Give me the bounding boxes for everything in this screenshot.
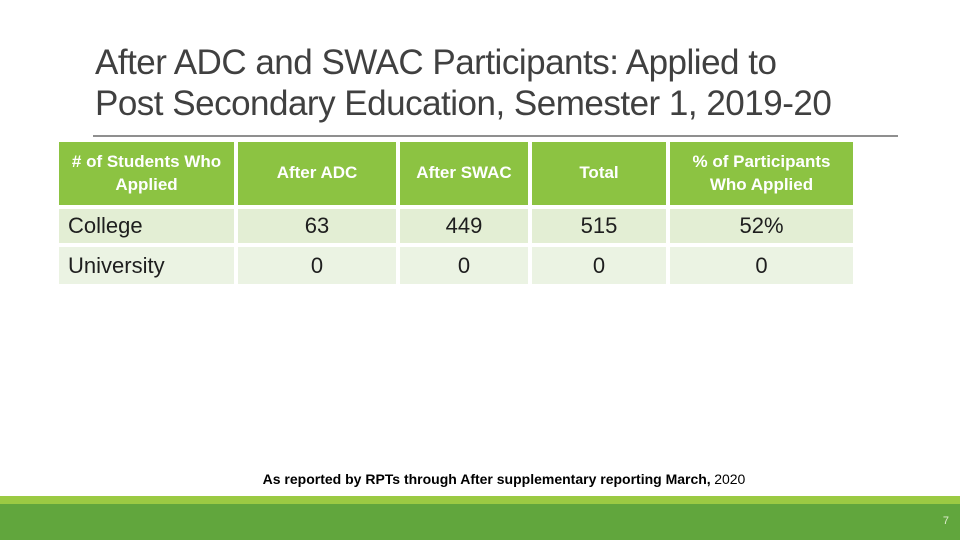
applications-table: # of Students Who Applied After ADC Afte… <box>59 142 853 284</box>
row-university-total: 0 <box>532 247 666 284</box>
slide-title-line-1: After ADC and SWAC Participants: Applied… <box>95 43 777 82</box>
row-university-after-adc: 0 <box>238 247 396 284</box>
column-header-pct-participants: % of Participants Who Applied <box>670 142 853 205</box>
row-university-after-swac: 0 <box>400 247 528 284</box>
footer-note: As reported by RPTs through After supple… <box>48 471 960 487</box>
bottom-accent-bar-dark <box>0 504 960 540</box>
row-college-after-swac: 449 <box>400 209 528 243</box>
footer-note-year: 2020 <box>714 471 746 487</box>
row-university-pct: 0 <box>670 247 853 284</box>
row-college-after-adc: 63 <box>238 209 396 243</box>
row-college-total: 515 <box>532 209 666 243</box>
slide-title: After ADC and SWAC Participants: Applied… <box>95 42 915 124</box>
title-underline <box>93 135 898 137</box>
column-header-students-who-applied: # of Students Who Applied <box>59 142 234 205</box>
column-header-total: Total <box>532 142 666 205</box>
row-college-label: College <box>59 209 234 243</box>
slide-title-line-2: Post Secondary Education, Semester 1, 20… <box>95 84 832 123</box>
bottom-accent-bar-light <box>0 496 960 504</box>
column-header-after-swac: After SWAC <box>400 142 528 205</box>
page-number: 7 <box>942 515 949 527</box>
row-university-label: University <box>59 247 234 284</box>
footer-note-text: As reported by RPTs through After supple… <box>262 471 711 487</box>
row-college-pct: 52% <box>670 209 853 243</box>
column-header-after-adc: After ADC <box>238 142 396 205</box>
